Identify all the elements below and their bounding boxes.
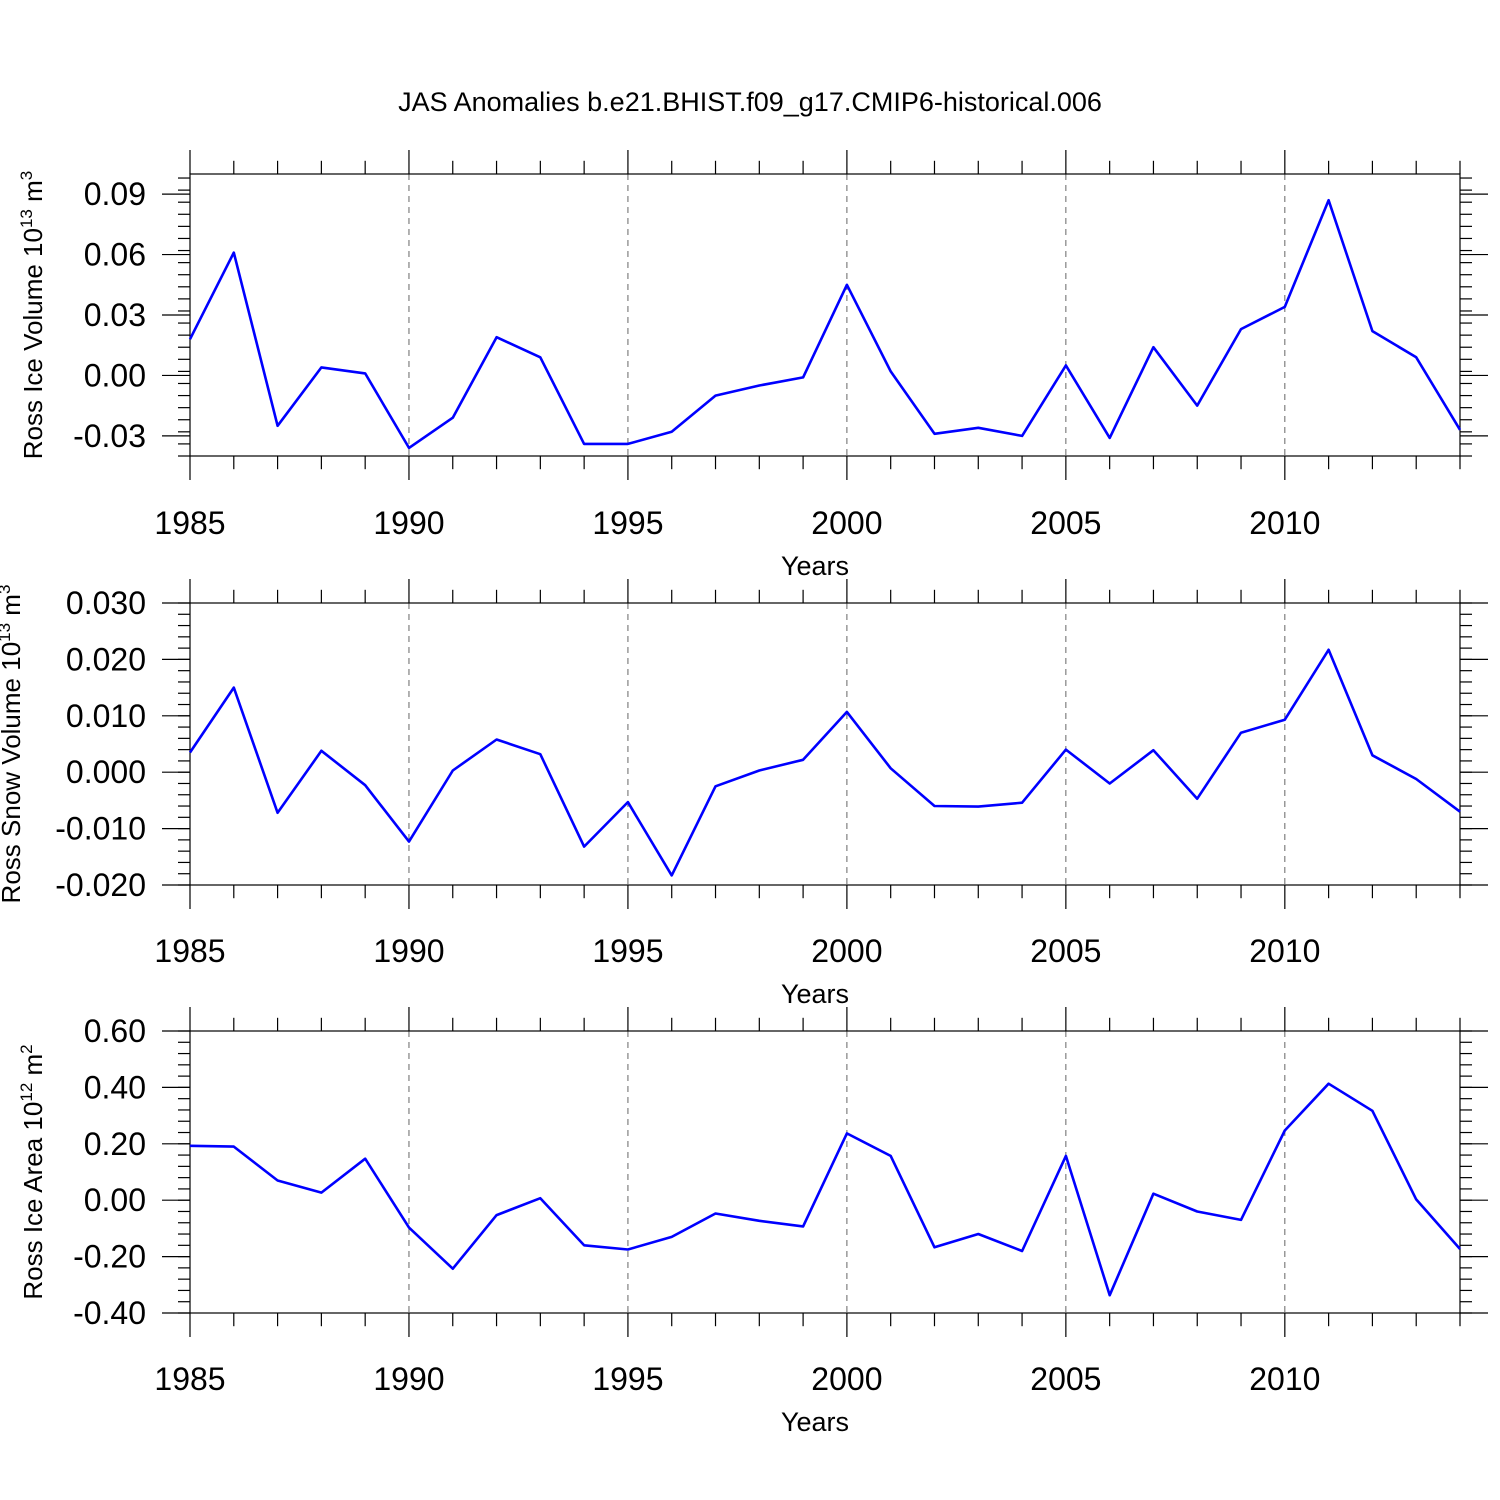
y-axis-title: Ross Ice Area 1012 m2 <box>17 1044 48 1299</box>
plot-frame <box>189 602 1461 886</box>
y-tick-label: 0.09 <box>84 176 146 212</box>
plot-frame <box>189 173 1461 457</box>
x-tick-label: 2010 <box>1249 505 1320 541</box>
x-axis-title: Years <box>781 551 849 581</box>
chart-title: JAS Anomalies b.e21.BHIST.f09_g17.CMIP6-… <box>398 87 1102 117</box>
chart-panel-3: -0.40 -0.20 0.00 0.20 0.40 0.60 1985 1990 1995 20… <box>17 1007 1488 1437</box>
y-tick-label: 0.030 <box>66 585 146 621</box>
series-line <box>188 198 1462 450</box>
plot-frame <box>189 1030 1461 1314</box>
y-tick-label: 0.020 <box>66 641 146 677</box>
y-tick-label: 0.000 <box>66 754 146 790</box>
chart-panel-2: -0.020 -0.010 0.000 0.010 0.020 0.030 1985 1990… <box>0 579 1488 1009</box>
x-tick-label: 1985 <box>154 505 225 541</box>
y-tick-label: 0.010 <box>66 698 146 734</box>
y-tick-label: -0.40 <box>73 1295 146 1331</box>
y-tick-label: -0.20 <box>73 1239 146 1275</box>
x-tick-label: 1990 <box>373 1361 444 1397</box>
y-tick-label: 0.00 <box>84 1182 146 1218</box>
y-tick-label: 0.60 <box>84 1013 146 1049</box>
y-tick-label: 0.40 <box>84 1069 146 1105</box>
x-tick-label: 2010 <box>1249 933 1320 969</box>
x-tick-label: 2000 <box>811 933 882 969</box>
y-tick-label: 0.03 <box>84 297 146 333</box>
x-tick-label: 2000 <box>811 1361 882 1397</box>
x-tick-label: 2000 <box>811 505 882 541</box>
y-tick-label: 0.20 <box>84 1126 146 1162</box>
x-axis-title: Years <box>781 1407 849 1437</box>
x-tick-label: 2005 <box>1030 933 1101 969</box>
x-tick-label: 1985 <box>154 1361 225 1397</box>
x-tick-label: 1985 <box>154 933 225 969</box>
y-tick-label: -0.010 <box>55 811 146 847</box>
x-tick-label: 2005 <box>1030 505 1101 541</box>
x-tick-label: 2010 <box>1249 1361 1320 1397</box>
y-tick-label: -0.020 <box>55 867 146 903</box>
y-tick-label: -0.03 <box>73 418 146 454</box>
y-axis-title: Ross Snow Volume 1013 m3 <box>0 585 26 904</box>
series-line <box>188 648 1461 877</box>
y-axis-title: Ross Ice Volume 1013 m3 <box>17 171 48 460</box>
x-axis-title: Years <box>781 979 849 1009</box>
x-tick-label: 1995 <box>592 933 663 969</box>
x-tick-label: 1990 <box>373 933 444 969</box>
x-tick-label: 1995 <box>592 1361 663 1397</box>
x-tick-label: 2005 <box>1030 1361 1101 1397</box>
x-tick-label: 1995 <box>592 505 663 541</box>
chart-panel-1: -0.03 0.00 0.03 0.06 0.09 1985 1990 1995 2000 200… <box>17 150 1488 581</box>
x-tick-label: 1990 <box>373 505 444 541</box>
series-line <box>189 1082 1461 1297</box>
y-tick-label: 0.06 <box>84 237 146 273</box>
y-tick-label: 0.00 <box>84 357 146 393</box>
